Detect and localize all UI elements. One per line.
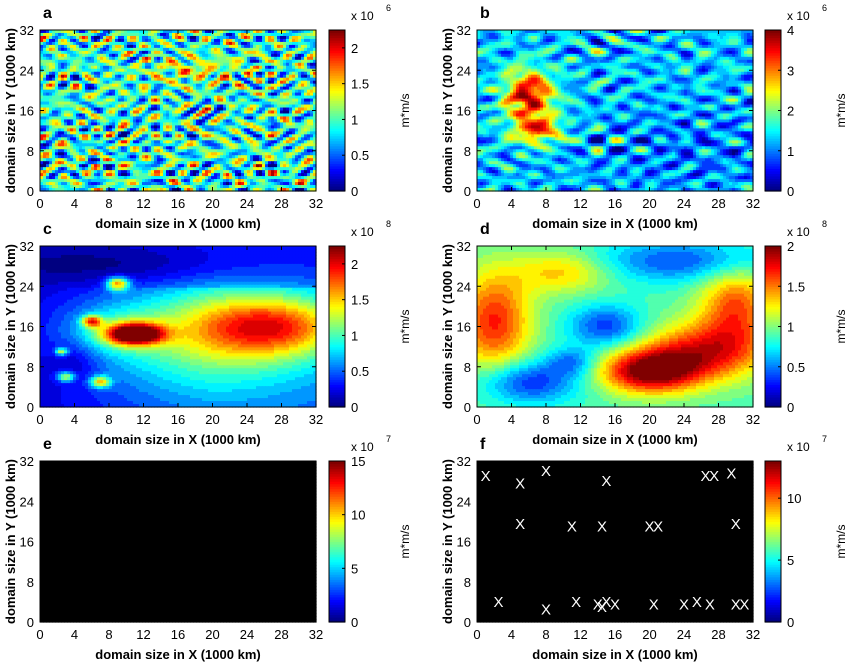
figure: 0 4 8 12 16 20 24 28 3208162432domain size in X … xyxy=(0,0,850,671)
heatmap-field xyxy=(40,30,317,192)
